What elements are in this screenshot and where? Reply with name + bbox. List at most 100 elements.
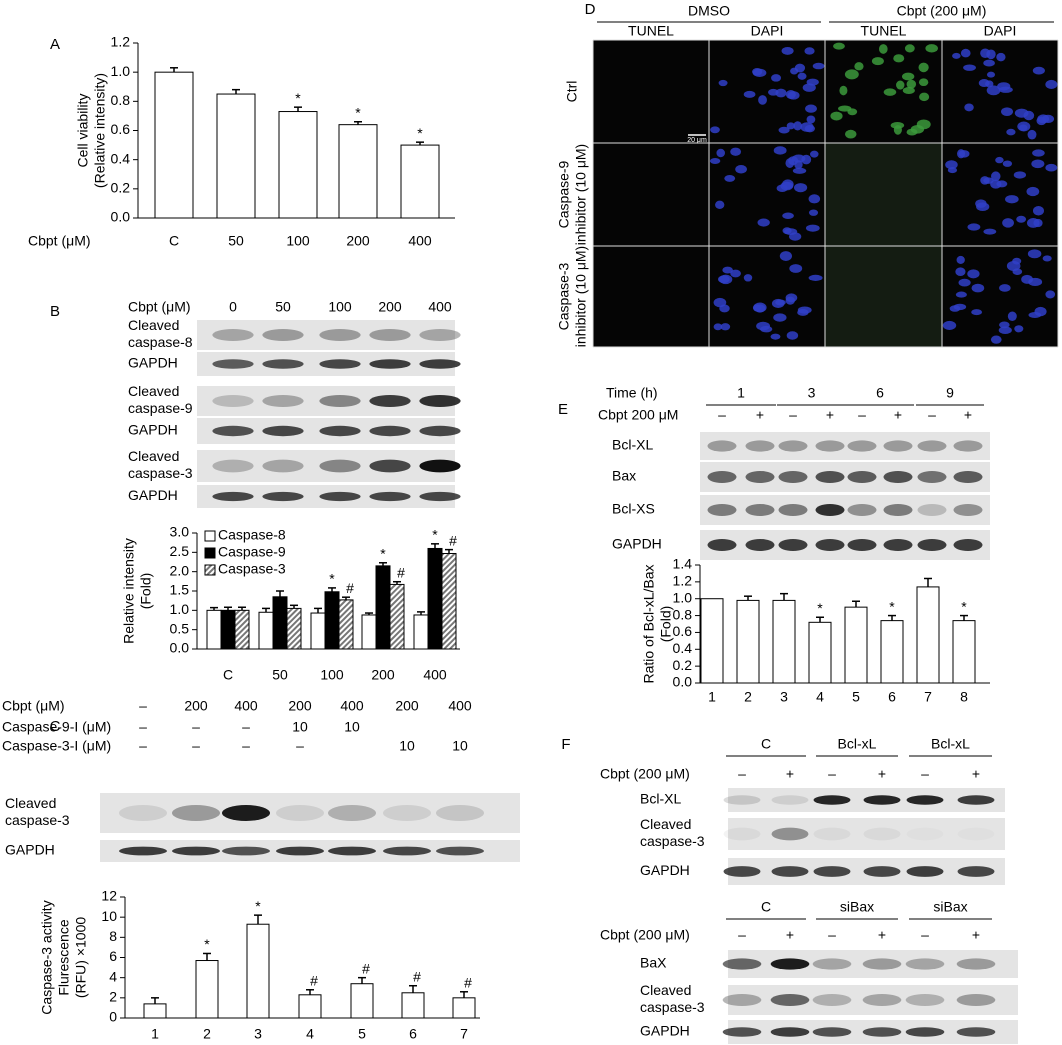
blot-band — [119, 805, 167, 821]
blot-band — [707, 440, 737, 452]
error-bar — [224, 606, 232, 611]
blot-band — [172, 846, 220, 856]
micrograph — [593, 246, 709, 347]
blot-band — [723, 795, 761, 805]
nucleus — [779, 251, 793, 262]
x-tick-label: 100 — [286, 233, 310, 249]
blot-strip — [100, 793, 520, 833]
blot-band — [883, 539, 913, 551]
group-label: Time (h) — [606, 385, 658, 401]
nucleus — [1002, 218, 1014, 228]
lane-label: 400 — [234, 698, 258, 714]
row-label: GAPDH — [640, 862, 690, 878]
nucleus — [789, 264, 803, 273]
nucleus — [1028, 277, 1043, 287]
y-tick-label: 1.2 — [673, 573, 693, 589]
bar — [143, 1003, 167, 1019]
y-tick-label: 0.2 — [673, 657, 693, 673]
row-label: caspase-8 — [128, 334, 193, 350]
x-tick-label: 3 — [254, 1026, 262, 1042]
nucleus — [722, 266, 733, 274]
blot-band — [276, 805, 324, 821]
error-bar — [816, 616, 824, 623]
bar — [389, 583, 405, 650]
blot-band — [917, 440, 947, 452]
nucleus — [1031, 159, 1045, 169]
y-tick-label: 6 — [109, 948, 117, 964]
blot-strip — [197, 386, 455, 416]
blot-band — [262, 491, 304, 502]
error-bar — [445, 548, 453, 554]
row-label: caspase-3 — [128, 465, 193, 481]
row-label: caspase-3 — [5, 812, 70, 828]
row-label: Caspase-9 — [556, 160, 572, 228]
error-bar — [232, 88, 240, 95]
blot-band — [862, 994, 902, 1006]
y-tick-label: 1.0 — [673, 589, 693, 605]
error-bar — [238, 606, 246, 611]
blot-band — [770, 994, 810, 1006]
blot-band — [847, 504, 877, 516]
error-bar — [276, 590, 284, 597]
blot-band — [905, 1027, 945, 1037]
nucleus — [775, 299, 786, 306]
blot-band — [770, 958, 810, 970]
nucleus — [845, 129, 857, 139]
nucleus — [955, 267, 966, 277]
nucleus — [713, 297, 727, 308]
bar — [916, 586, 940, 684]
lane-label: + — [894, 407, 902, 423]
blot-band — [905, 994, 945, 1006]
panel-letter: E — [558, 401, 568, 418]
nucleus — [808, 194, 821, 204]
lane-label: – — [789, 407, 797, 423]
significance-marker: * — [204, 936, 210, 952]
condition-label: Cbpt 200 μM — [598, 407, 678, 423]
row-label: BaX — [640, 955, 667, 971]
x-tick-label: 8 — [960, 689, 968, 705]
nucleus — [786, 331, 799, 340]
lane-label: – — [139, 698, 147, 714]
y-tick-label: 0.2 — [111, 180, 131, 196]
lane-label: + — [878, 766, 886, 782]
nucleus — [716, 148, 725, 158]
nucleus — [996, 180, 1008, 188]
blot-band — [262, 425, 304, 437]
significance-marker: * — [255, 898, 261, 914]
nucleus — [805, 224, 820, 232]
y-tick-label: 1.5 — [170, 582, 190, 598]
bar — [401, 992, 425, 1019]
bar — [952, 620, 976, 684]
nucleus — [715, 200, 725, 209]
group-name: 6 — [876, 385, 884, 401]
nucleus — [773, 146, 787, 155]
group-name: 9 — [946, 385, 954, 401]
row-label: Cleaved — [640, 982, 691, 998]
x-tick-label: 200 — [346, 233, 370, 249]
bar — [808, 621, 832, 684]
blot-band — [906, 795, 944, 805]
group-name: DMSO — [688, 3, 730, 19]
nucleus — [955, 291, 967, 298]
nucleus — [770, 333, 781, 340]
condition-label: Cbpt (200 μM) — [600, 927, 690, 943]
y-tick-label: 0.0 — [170, 640, 190, 656]
blot-band — [770, 1027, 810, 1037]
blot-band — [958, 828, 995, 841]
nucleus — [971, 283, 985, 293]
lane-label: + — [964, 407, 972, 423]
blot-band — [956, 1027, 996, 1037]
nucleus — [998, 326, 1012, 335]
lane-label: 400 — [448, 698, 472, 714]
x-tick-label: 7 — [924, 689, 932, 705]
blot-band — [212, 491, 254, 502]
lane-label: + — [878, 927, 886, 943]
group-name: Bcl-xL — [838, 736, 877, 752]
nucleus — [1001, 107, 1014, 116]
nucleus — [1033, 218, 1043, 228]
row-label: Cleaved — [128, 383, 179, 399]
x-tick-label: 2 — [203, 1026, 211, 1042]
micrograph — [825, 143, 942, 246]
significance-marker: # — [397, 564, 405, 580]
bar — [216, 93, 256, 219]
